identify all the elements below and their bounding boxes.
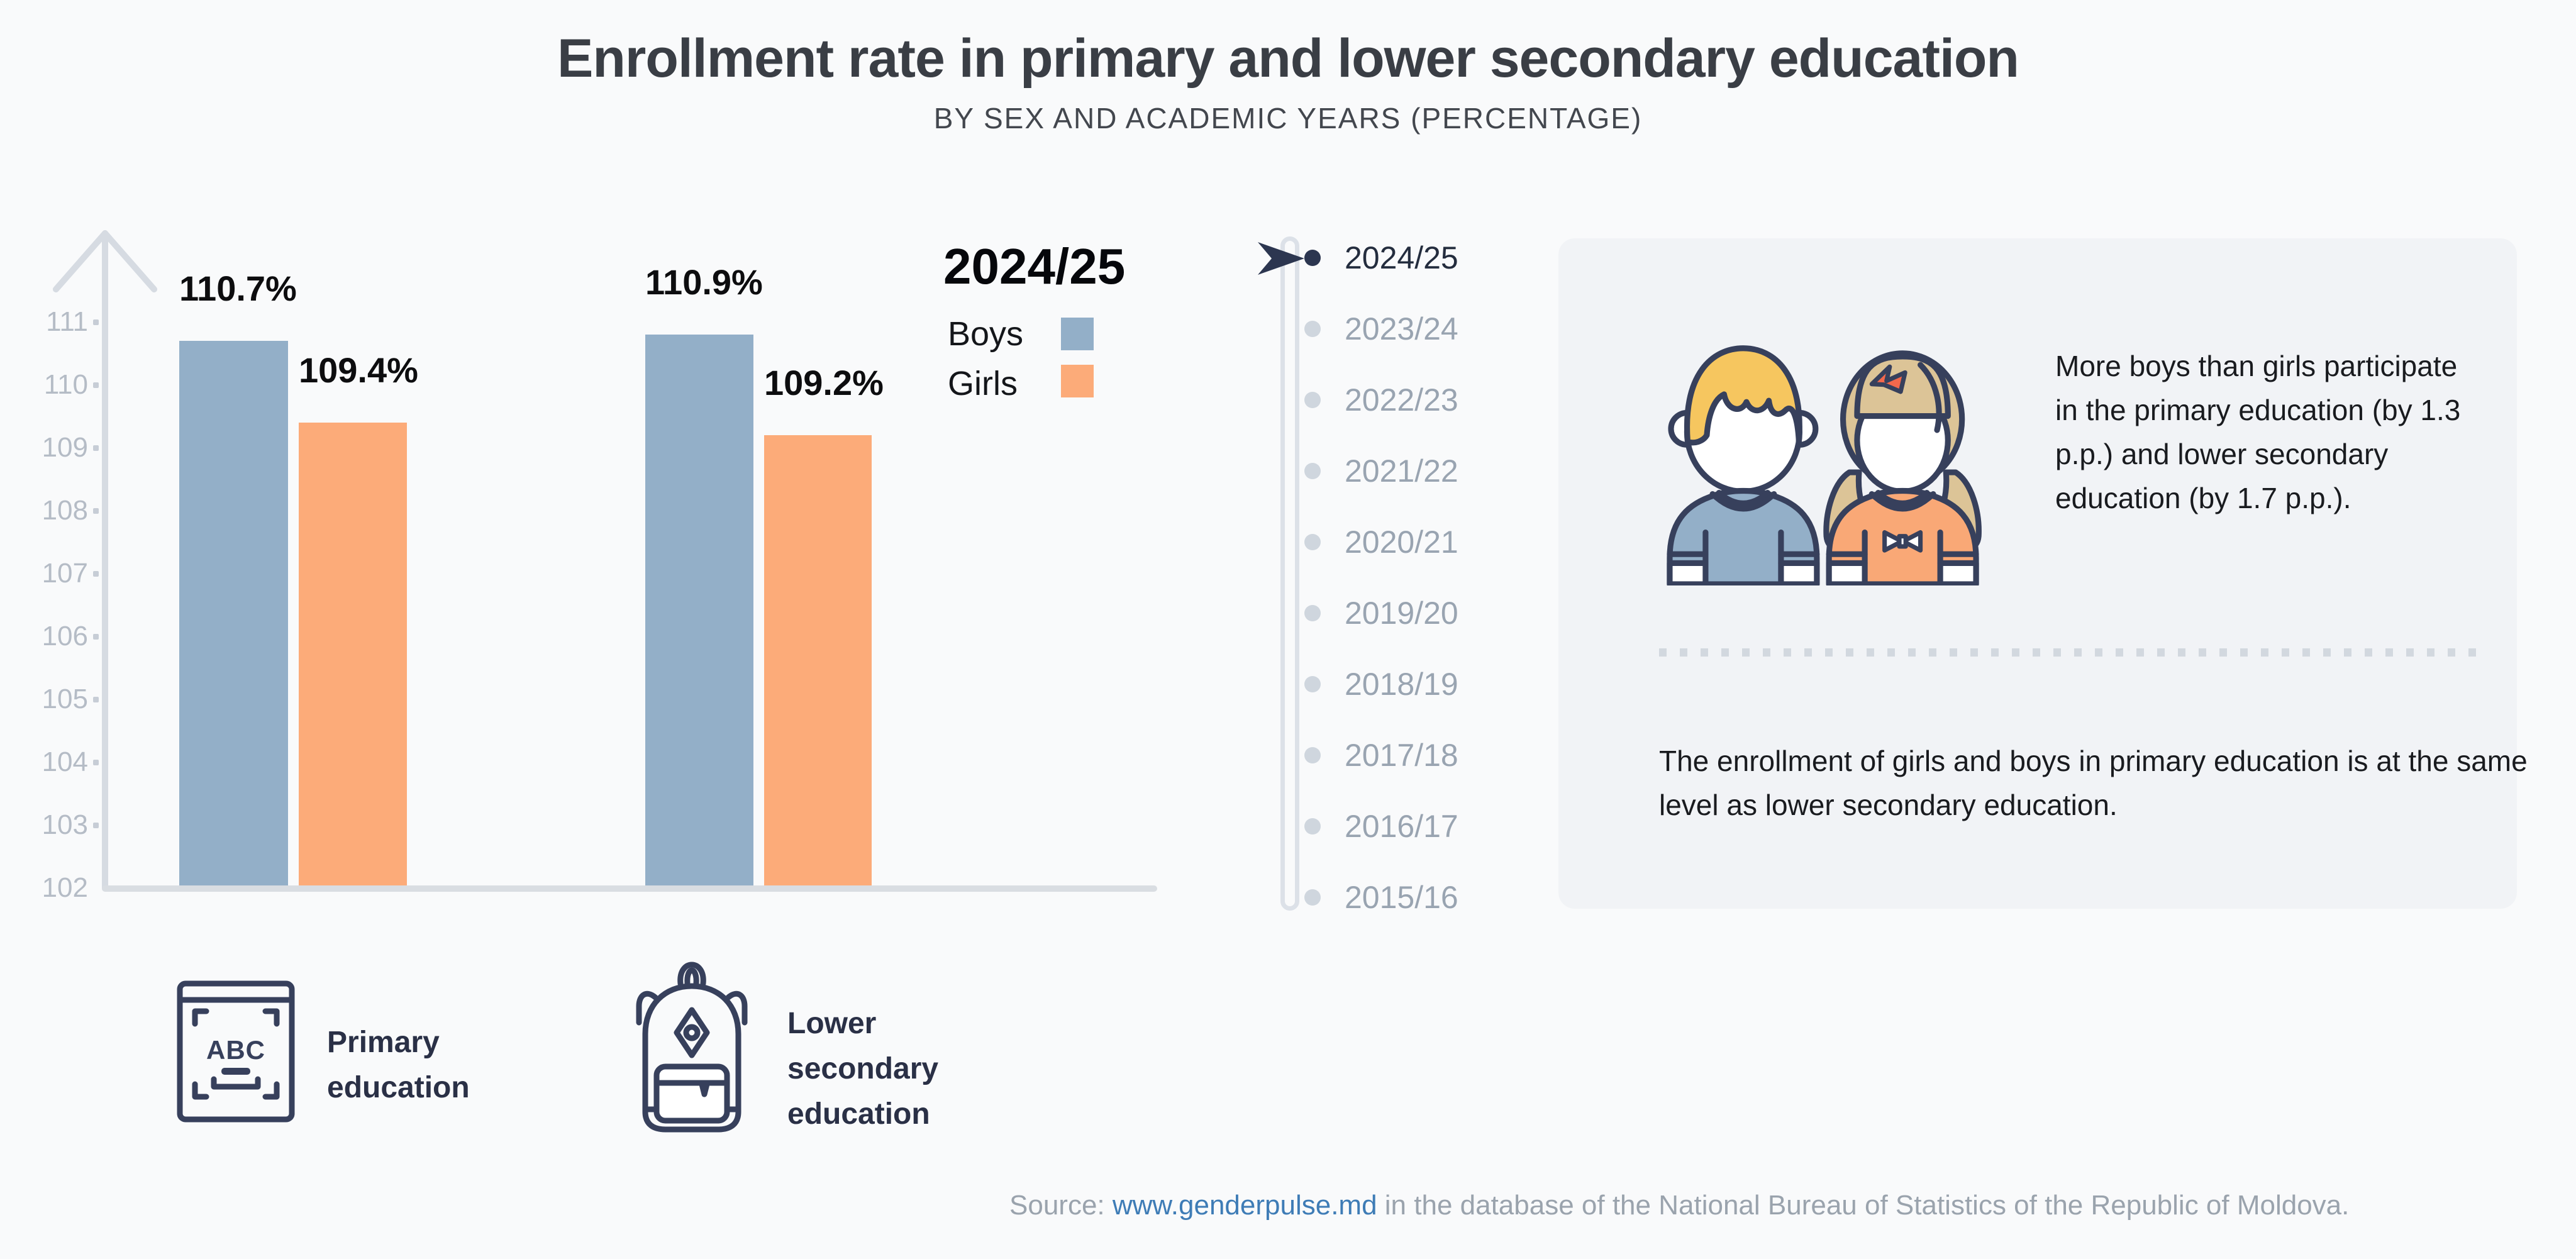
y-tick-mark bbox=[93, 508, 99, 514]
y-tick-label: 108 bbox=[42, 495, 88, 526]
year-dot-icon[interactable] bbox=[1304, 747, 1321, 763]
year-dot-icon[interactable] bbox=[1304, 605, 1321, 621]
timeline-year-2023-24[interactable]: 2023/24 bbox=[1345, 311, 1458, 347]
bar-value-label: 109.2% bbox=[764, 363, 884, 402]
year-dot-icon[interactable] bbox=[1304, 676, 1321, 692]
book-abc-text: ABC bbox=[206, 1035, 265, 1065]
year-dot-icon[interactable] bbox=[1304, 250, 1321, 266]
timeline-year-2016-17[interactable]: 2016/17 bbox=[1345, 809, 1458, 844]
boy-girl-illustration bbox=[1667, 345, 1982, 585]
timeline-year-2018-19[interactable]: 2018/19 bbox=[1345, 667, 1458, 702]
bar-boys-lower-secondary[interactable] bbox=[645, 335, 753, 885]
timeline-year-2024-25[interactable]: 2024/25 bbox=[1345, 240, 1458, 275]
timeline-year-2021-22[interactable]: 2021/22 bbox=[1345, 453, 1458, 489]
timeline-year-2017-18[interactable]: 2017/18 bbox=[1345, 738, 1458, 773]
year-dot-icon[interactable] bbox=[1304, 392, 1321, 408]
y-axis-arrow-icon bbox=[53, 230, 157, 891]
legend-label-girls: Girls bbox=[948, 365, 1018, 402]
bar-girls-lower-secondary[interactable] bbox=[764, 435, 872, 885]
legend-swatch-girls bbox=[1061, 365, 1094, 397]
bar-value-label: 110.7% bbox=[179, 269, 297, 308]
year-dot-icon[interactable] bbox=[1304, 534, 1321, 550]
dashed-divider bbox=[1659, 648, 2483, 657]
timeline-track[interactable] bbox=[1280, 236, 1299, 911]
y-tick-mark bbox=[93, 697, 99, 702]
page-subtitle: BY SEX AND ACADEMIC YEARS (PERCENTAGE) bbox=[933, 102, 1643, 135]
y-tick-mark bbox=[93, 319, 99, 325]
page-title: Enrollment rate in primary and lower sec… bbox=[557, 28, 2019, 89]
x-axis-line bbox=[102, 885, 1157, 892]
year-dot-icon[interactable] bbox=[1304, 889, 1321, 906]
source-prefix: Source: bbox=[1009, 1190, 1105, 1221]
bar-value-label: 110.9% bbox=[645, 262, 763, 302]
year-dot-icon[interactable] bbox=[1304, 818, 1321, 835]
legend-year: 2024/25 bbox=[943, 238, 1126, 294]
y-tick-label: 104 bbox=[42, 746, 88, 777]
timeline-year-2022-23[interactable]: 2022/23 bbox=[1345, 382, 1458, 418]
y-tick-label: 109 bbox=[42, 432, 88, 463]
bar-value-label: 109.4% bbox=[299, 350, 418, 390]
source-link[interactable]: www.genderpulse.md bbox=[1112, 1190, 1377, 1221]
y-tick-label: 102 bbox=[42, 872, 88, 903]
y-tick-mark bbox=[93, 382, 99, 388]
category-primary-label: Primary education bbox=[327, 1026, 470, 1104]
y-tick-label: 105 bbox=[42, 684, 88, 714]
y-tick-label: 103 bbox=[42, 809, 88, 840]
backpack-icon bbox=[636, 962, 748, 1133]
insight-text-1: More boys than girls participate in the … bbox=[2055, 350, 2461, 514]
insight-text-2: The enrollment of girls and boys in prim… bbox=[1659, 745, 2528, 821]
y-tick-mark bbox=[93, 634, 99, 640]
y-tick-label: 111 bbox=[46, 306, 88, 337]
bar-boys-primary[interactable] bbox=[179, 341, 288, 885]
y-tick-label: 107 bbox=[42, 558, 88, 589]
bar-girls-primary[interactable] bbox=[299, 423, 407, 885]
timeline-year-2019-20[interactable]: 2019/20 bbox=[1345, 596, 1458, 631]
legend-swatch-boys bbox=[1061, 318, 1094, 350]
y-tick-mark bbox=[93, 445, 99, 451]
y-tick-mark bbox=[93, 760, 99, 765]
y-tick-mark bbox=[93, 823, 99, 828]
insight-panel: More boys than girls participate in the … bbox=[1558, 238, 2528, 909]
timeline-year-2020-21[interactable]: 2020/21 bbox=[1345, 524, 1458, 560]
legend-label-boys: Boys bbox=[948, 315, 1024, 353]
year-dot-icon[interactable] bbox=[1304, 321, 1321, 337]
book-icon: ABC bbox=[177, 980, 295, 1123]
y-tick-mark bbox=[93, 571, 99, 577]
source-line: Source: www.genderpulse.md in the databa… bbox=[1009, 1190, 2349, 1221]
timeline-year-2015-16[interactable]: 2015/16 bbox=[1345, 880, 1458, 915]
source-suffix: in the database of the National Bureau o… bbox=[1384, 1190, 2350, 1221]
y-tick-label: 106 bbox=[42, 621, 88, 652]
year-dot-icon[interactable] bbox=[1304, 463, 1321, 479]
category-lower-secondary-label: Lower secondary education bbox=[787, 1007, 939, 1131]
y-tick-label: 110 bbox=[43, 369, 88, 400]
header: Enrollment rate in primary and lower sec… bbox=[0, 28, 2576, 135]
selected-year-arrow-icon bbox=[1258, 242, 1304, 275]
